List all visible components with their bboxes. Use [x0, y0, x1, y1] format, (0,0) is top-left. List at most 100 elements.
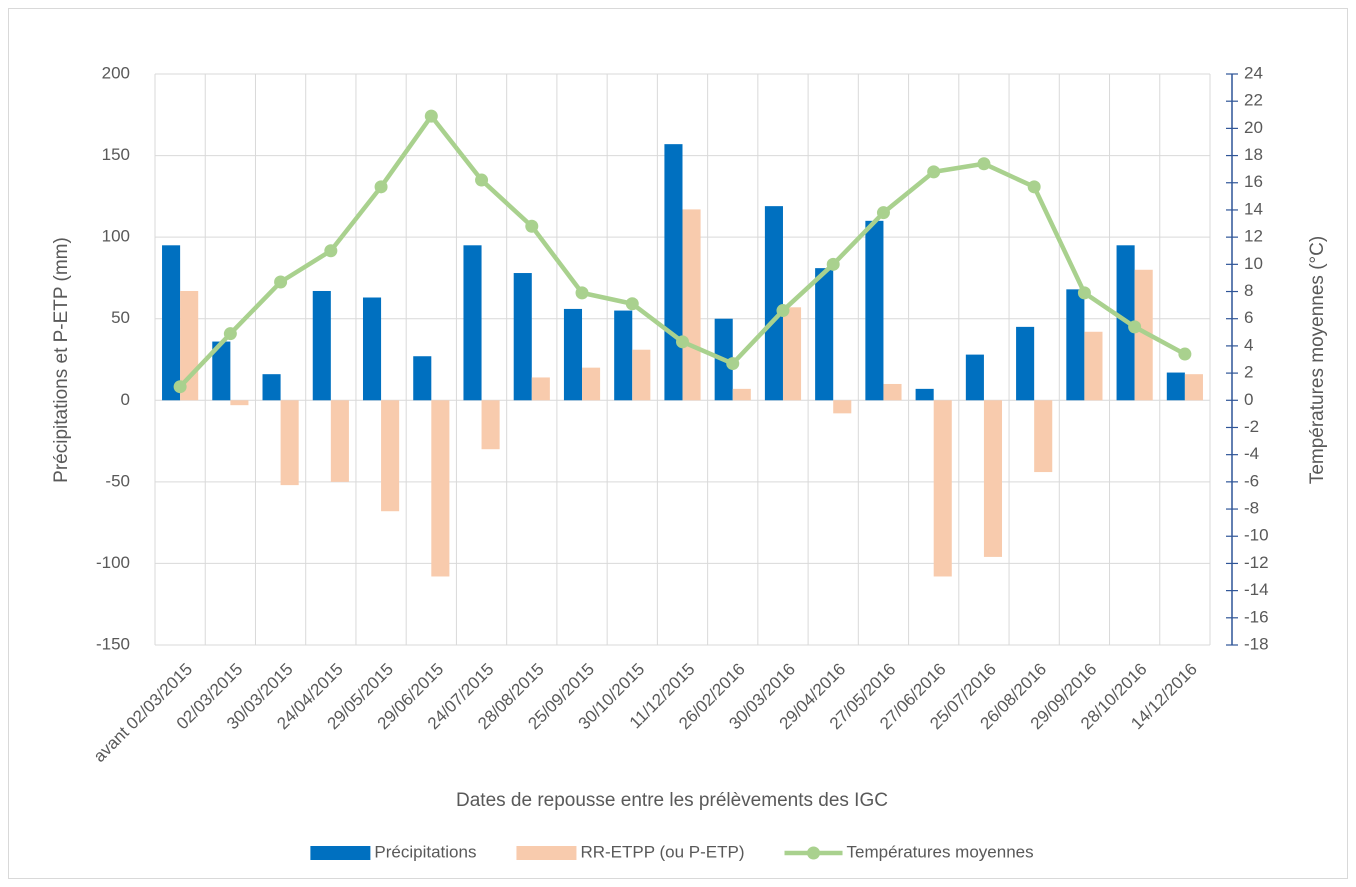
bar: [883, 383, 902, 401]
marker: [575, 286, 589, 300]
bar: [915, 388, 934, 401]
bar: [1034, 400, 1053, 473]
marker: [776, 304, 790, 318]
marker: [977, 157, 991, 171]
bar: [212, 341, 231, 401]
y2-tick-label: -10: [1244, 526, 1269, 545]
bar: [262, 374, 281, 401]
marker: [826, 257, 840, 271]
y2-axis-title: Températures moyennes (°C): [1307, 236, 1328, 484]
marker: [676, 335, 689, 349]
bar: [312, 290, 331, 401]
marker: [726, 357, 740, 371]
bar: [162, 245, 181, 401]
y2-tick-label: -2: [1244, 417, 1259, 436]
y-axis-title: Précipitations et P-ETP (mm): [51, 237, 72, 483]
marker: [274, 275, 288, 289]
y2-tick-label: -14: [1244, 580, 1269, 599]
bar: [362, 297, 382, 401]
bar: [782, 307, 802, 401]
legend-swatch: [516, 846, 577, 860]
y2-tick-label: -8: [1244, 499, 1259, 518]
bar: [513, 273, 532, 401]
y-tick-label: -50: [105, 471, 130, 490]
marker: [525, 219, 539, 233]
y2-tick-label: 6: [1244, 308, 1253, 327]
marker: [223, 327, 237, 341]
y2-tick-label: -16: [1244, 607, 1269, 626]
bar: [413, 356, 432, 401]
legend-swatch: [310, 846, 371, 860]
bar: [664, 144, 683, 401]
marker: [475, 173, 489, 187]
marker: [876, 206, 890, 220]
y2-tick-label: 18: [1244, 145, 1263, 164]
marker: [1128, 320, 1142, 334]
bar: [563, 308, 583, 401]
y2-tick-label: 0: [1244, 390, 1253, 409]
bar: [815, 268, 834, 401]
marker: [173, 380, 187, 394]
y2-tick-label: 16: [1244, 172, 1263, 191]
y2-tick-label: 8: [1244, 281, 1253, 300]
marker: [927, 165, 941, 179]
y2-tick-label: 22: [1244, 91, 1263, 110]
bar: [732, 388, 751, 401]
y2-tick-label: 20: [1244, 118, 1263, 137]
legend-label: Précipitations: [374, 842, 476, 861]
bar: [632, 349, 651, 401]
bar: [1134, 269, 1153, 401]
y2-tick-label: 14: [1244, 199, 1263, 218]
bar: [481, 400, 500, 450]
bar: [1016, 326, 1035, 401]
bar: [230, 400, 249, 406]
bar: [833, 400, 852, 414]
bar: [531, 377, 550, 401]
bar: [1166, 372, 1185, 401]
y-tick-label: 50: [111, 308, 130, 327]
y-tick-label: -150: [96, 634, 130, 653]
y-tick-label: 0: [121, 390, 130, 409]
x-axis-title: Dates de repousse entre les prélèvements…: [456, 790, 888, 811]
bar: [431, 400, 450, 577]
legend-label: RR-ETPP (ou P-ETP): [580, 842, 744, 861]
bar: [1184, 374, 1203, 401]
y2-tick-label: -12: [1244, 553, 1269, 572]
marker: [424, 109, 438, 123]
bar: [933, 400, 952, 577]
chart-frame: [8, 8, 1348, 879]
marker: [625, 297, 639, 311]
bar: [1084, 331, 1103, 401]
bar: [865, 220, 884, 401]
marker: [324, 244, 338, 258]
marker: [374, 180, 388, 194]
y2-tick-label: 12: [1244, 227, 1263, 246]
y2-tick-label: -18: [1244, 634, 1269, 653]
bar: [463, 245, 482, 401]
y2-tick-label: 4: [1244, 335, 1253, 354]
y2-tick-label: 24: [1244, 63, 1263, 82]
bar: [983, 400, 1003, 557]
y-tick-label: -100: [96, 553, 130, 572]
bar: [582, 367, 601, 401]
legend-label: Températures moyennes: [847, 842, 1034, 861]
y2-tick-label: 10: [1244, 254, 1263, 273]
y2-tick-label: 2: [1244, 363, 1253, 382]
marker: [1077, 286, 1091, 300]
bar: [614, 310, 633, 401]
bar: [280, 400, 299, 486]
marker: [1178, 347, 1192, 361]
bar: [330, 400, 349, 482]
marker: [1027, 180, 1041, 194]
bar: [1066, 289, 1085, 401]
y2-tick-label: -4: [1244, 444, 1259, 463]
y-tick-label: 100: [102, 227, 130, 246]
legend-swatch-marker: [807, 846, 821, 860]
y-tick-label: 200: [102, 63, 130, 82]
y2-tick-label: -6: [1244, 471, 1259, 490]
y-tick-label: 150: [102, 145, 130, 164]
bar: [682, 209, 701, 401]
bar: [381, 400, 400, 512]
bar: [965, 354, 984, 401]
